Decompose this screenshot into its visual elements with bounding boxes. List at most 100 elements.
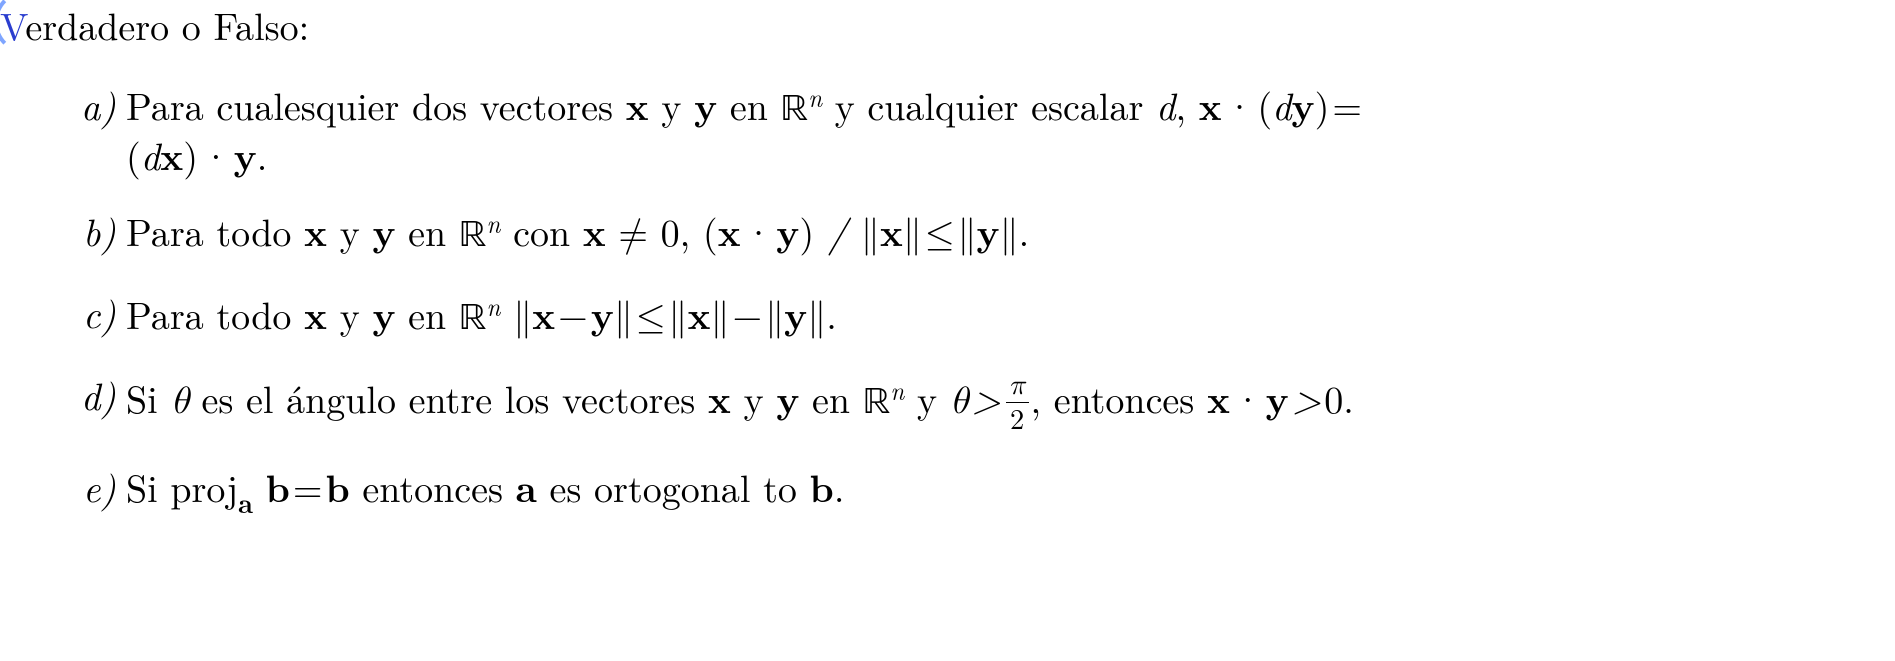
period: . — [834, 460, 845, 514]
item-a-body: Para cualesquier dos vectores x y y en ℝ… — [126, 78, 1365, 182]
item-c: c) Para todo x y y en ℝn ∥x − y∥ ≤ ∥x∥ −… — [70, 292, 1865, 342]
header-first-letter: V — [0, 0, 25, 52]
text: Si — [126, 460, 170, 514]
vector-y: y — [234, 128, 257, 182]
gt-op: > — [968, 377, 1004, 421]
text: 0, — [661, 204, 703, 258]
vector-y: y — [977, 204, 1000, 258]
paren: ) — [1315, 78, 1330, 132]
vector-x: x — [304, 204, 327, 258]
text: Para cualesquier dos vectores — [126, 78, 626, 132]
header-rest: erdadero o Falso: — [25, 0, 309, 52]
vector-x: x — [160, 128, 183, 182]
text: es el ángulo entre los vectores — [189, 371, 708, 425]
equals: = — [1329, 84, 1365, 128]
text: en — [799, 371, 862, 425]
text: Para todo — [126, 204, 304, 258]
vector-y: y — [784, 287, 807, 341]
text: y — [327, 204, 372, 258]
text: Para todo — [126, 287, 304, 341]
period: . — [1343, 371, 1354, 425]
item-c-marker: c) — [70, 292, 116, 336]
item-d-marker: d) — [70, 374, 116, 418]
equals: = — [290, 466, 326, 510]
real-symbol: ℝ — [459, 218, 487, 256]
exp-n: n — [487, 288, 501, 323]
item-list: a) Para cualesquier dos vectores x y y e… — [0, 84, 1875, 516]
vector-y: y — [591, 287, 614, 341]
item-a-marker: a) — [70, 84, 116, 128]
text: en — [396, 287, 459, 341]
text: en — [396, 204, 459, 258]
norm-bar: ∥ — [957, 216, 976, 254]
space — [253, 460, 266, 514]
vector-a: a — [516, 460, 537, 514]
vector-y: y — [776, 204, 799, 258]
norm-bar: ∥ — [668, 299, 687, 337]
text: y — [649, 78, 694, 132]
item-d-body: Si θ es el ángulo entre los vectores x y… — [126, 371, 1354, 425]
paren: ( — [126, 128, 141, 182]
real-symbol: ℝ — [780, 92, 808, 130]
vector-x: x — [687, 287, 710, 341]
gt-op: > — [1289, 377, 1325, 421]
real-symbol: ℝ — [459, 301, 487, 339]
norm-bar: ∥ — [711, 299, 730, 337]
leq-op: ≤ — [922, 214, 958, 258]
vector-x: x — [583, 204, 606, 258]
item-a: a) Para cualesquier dos vectores x y y e… — [70, 84, 1865, 178]
norm-bar: ∥ — [861, 216, 880, 254]
text: , entonces — [1031, 371, 1207, 425]
vector-a-sub: a — [238, 483, 253, 521]
leq-op: ≤ — [633, 297, 669, 341]
vector-y: y — [694, 78, 717, 132]
slash: / — [814, 204, 861, 258]
item-b-marker: b) — [70, 210, 116, 254]
paren: ( — [1257, 78, 1272, 132]
paren: ) — [183, 128, 198, 182]
vector-x: x — [532, 287, 555, 341]
exp-n: n — [890, 372, 904, 407]
vector-y: y — [1292, 78, 1315, 132]
item-e-body: Si proja b = b entonces a es ortogonal t… — [126, 460, 844, 514]
text: entonces — [350, 460, 516, 514]
text: es ortogonal to — [537, 460, 810, 514]
item-e: e) Si proja b = b entonces a es ortogona… — [70, 466, 1865, 515]
text: con — [500, 204, 582, 258]
dot-op: · — [741, 210, 777, 254]
norm-bar: ∥ — [765, 299, 784, 337]
theta: θ — [170, 383, 189, 421]
dot-op: · — [198, 134, 234, 178]
vector-x: x — [708, 371, 731, 425]
minus-op: − — [555, 297, 591, 341]
norm-bar: ∥ — [614, 299, 633, 337]
text: , — [1175, 78, 1198, 132]
text: Si — [126, 371, 170, 425]
text: en — [717, 78, 780, 132]
vector-b: b — [266, 460, 290, 514]
vector-y: y — [372, 287, 395, 341]
vector-x: x — [718, 204, 741, 258]
vector-x: x — [1207, 371, 1230, 425]
vector-x: x — [1199, 78, 1222, 132]
dot-op: · — [1222, 84, 1258, 128]
period: . — [1019, 204, 1030, 258]
scalar-d: d — [141, 128, 160, 182]
vector-y: y — [1266, 371, 1289, 425]
scalar-d: d — [1272, 78, 1291, 132]
period: . — [826, 287, 837, 341]
two: 2 — [1006, 403, 1029, 433]
question-header: Verdadero o Falso: — [0, 4, 1875, 48]
scalar-d: d — [1156, 78, 1175, 132]
norm-bar: ∥ — [513, 299, 532, 337]
norm-bar: ∥ — [807, 299, 826, 337]
header-text: Verdadero o Falso: — [0, 4, 309, 48]
space — [500, 287, 513, 341]
zero: 0 — [1324, 371, 1343, 425]
item-d: d) Si θ es el ángulo entre los vectores … — [70, 374, 1865, 434]
item-e-marker: e) — [70, 466, 116, 510]
item-b-body: Para todo x y y en ℝn con x ≠ 0, (x · y)… — [126, 204, 1029, 258]
vector-x: x — [626, 78, 649, 132]
text: y — [904, 371, 949, 425]
paren: ( — [703, 204, 718, 258]
